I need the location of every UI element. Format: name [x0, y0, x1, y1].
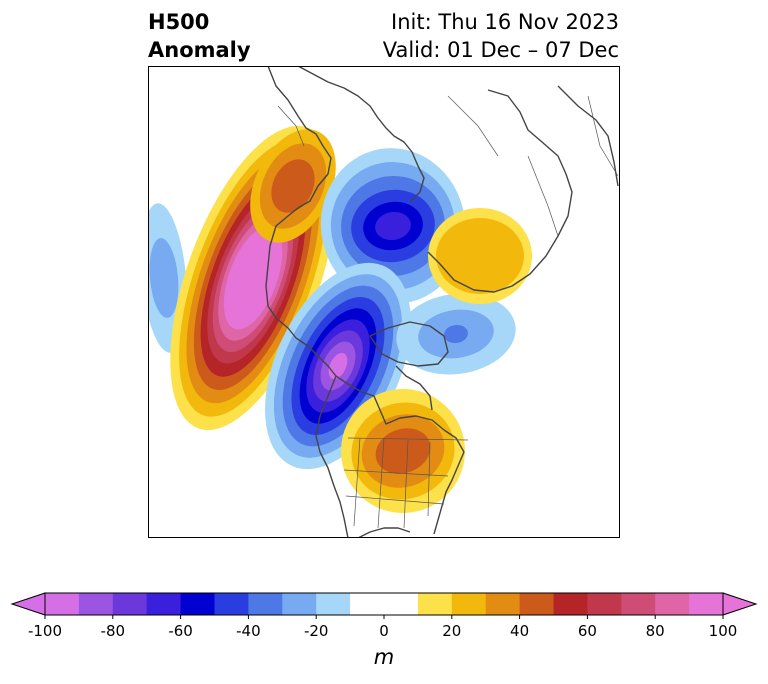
colorbar-tick-label: -40	[236, 622, 261, 640]
colorbar-tick-label: 80	[646, 622, 665, 640]
colorbar-swatch	[180, 593, 215, 615]
colorbar-swatch	[78, 593, 114, 615]
political-borders	[277, 95, 619, 529]
colorbar-swatch	[553, 593, 588, 615]
colorbar-swatch	[214, 593, 249, 615]
colorbar-swatch	[316, 593, 351, 615]
colorbar-tick-label: 60	[578, 622, 597, 640]
colorbar-extend-max	[722, 592, 758, 616]
title-line-1: H500	[148, 10, 210, 34]
init-label: Init: Thu 16 Nov 2023	[391, 10, 619, 34]
colorbar-swatch	[45, 593, 80, 615]
colorbar-tick-label: 100	[709, 622, 738, 640]
coastlines	[265, 66, 619, 538]
colorbar-tick-label: -20	[304, 622, 329, 640]
title-line-2: Anomaly	[148, 38, 251, 62]
colorbar-swatch	[587, 593, 622, 615]
anomaly-map	[148, 66, 620, 538]
colorbar-swatch	[451, 593, 487, 615]
colorbar-swatch	[282, 593, 317, 615]
colorbar-swatch	[417, 593, 453, 615]
map-title: H500 Anomaly	[148, 8, 251, 64]
colorbar-tick-label: -60	[168, 622, 193, 640]
valid-label: Valid: 01 Dec – 07 Dec	[382, 38, 619, 62]
colorbar-swatches	[10, 592, 758, 616]
colorbar-swatch	[485, 593, 521, 615]
colorbar-swatch	[350, 593, 419, 615]
colorbar-unit: m	[373, 645, 395, 669]
colorbar-swatch	[655, 593, 690, 615]
colorbar-swatch	[689, 593, 724, 615]
colorbar-tick-label: 20	[442, 622, 461, 640]
colorbar-tick-label: -100	[28, 622, 62, 640]
colorbar: -100 -80 -60 -40 -20 0 20 40 60 80 100	[10, 592, 758, 640]
colorbar-ticks: -100 -80 -60 -40 -20 0 20 40 60 80 100	[28, 615, 737, 640]
colorbar-tick-label: 0	[379, 622, 389, 640]
colorbar-tick-label: -80	[101, 622, 126, 640]
date-info: Init: Thu 16 Nov 2023 Valid: 01 Dec – 07…	[383, 8, 619, 64]
colorbar-swatch	[621, 593, 656, 615]
colorbar-extend-min	[10, 592, 46, 616]
colorbar-swatch	[519, 593, 554, 615]
colorbar-swatch	[112, 593, 148, 615]
colorbar-swatch	[248, 593, 283, 615]
colorbar-swatch	[146, 593, 182, 615]
colorbar-tick-label: 40	[510, 622, 529, 640]
